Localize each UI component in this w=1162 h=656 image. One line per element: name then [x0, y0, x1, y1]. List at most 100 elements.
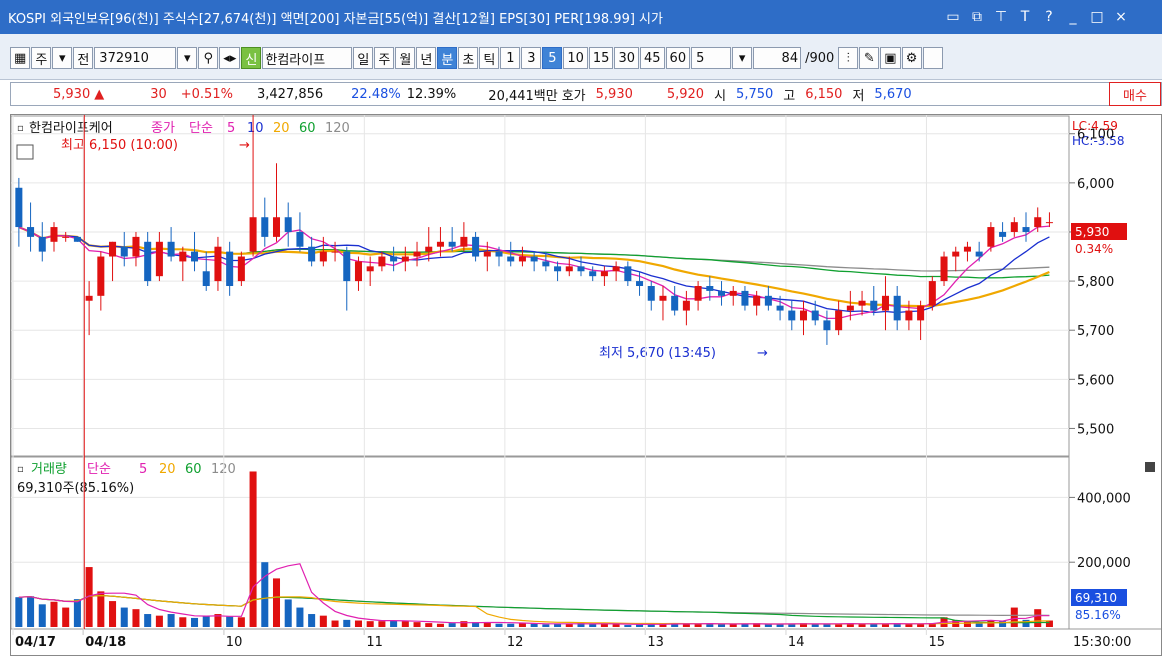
volume-bar [999, 621, 1007, 627]
candle-body [589, 271, 597, 277]
interval-dropdown-icon[interactable]: ▾ [732, 47, 753, 69]
chart-area[interactable]: ▫ 한컴라이프케어 종가 단순 5 10 20 60 120 최고 6,150 … [10, 109, 1162, 656]
help-icon[interactable]: ? [1045, 9, 1053, 25]
volume-bar [917, 623, 925, 627]
candle-body [694, 286, 702, 301]
market-select[interactable]: 주 [31, 47, 52, 69]
period-day[interactable]: 일 [353, 47, 374, 69]
lc-label: LC:4.59 [1072, 119, 1118, 133]
candle-body [436, 241, 444, 247]
legend-ma10: 10 [247, 121, 264, 136]
volume-bar [612, 624, 620, 627]
interval-10[interactable]: 10 [563, 47, 588, 69]
interval-5[interactable]: 5 [542, 47, 563, 69]
candle-body [296, 231, 304, 247]
table-icon[interactable] [16, 144, 34, 160]
volume-bar [226, 616, 234, 627]
candle-body [1034, 217, 1042, 228]
restore-icon[interactable]: ▭ [946, 9, 960, 25]
settings-icon[interactable]: ⚙ [901, 47, 922, 69]
volume-ratio: 22.48% [351, 86, 401, 102]
volume-bar [38, 604, 46, 627]
volume-bar [764, 624, 772, 627]
period-month[interactable]: 월 [395, 47, 416, 69]
candle-body [577, 266, 585, 272]
popout-icon[interactable]: ⧉ [972, 9, 982, 25]
candle-body [682, 300, 690, 311]
search-icon[interactable]: ⚲ [198, 47, 219, 69]
candle-body [50, 227, 58, 242]
period-year[interactable]: 년 [416, 47, 437, 69]
candle-body [237, 256, 245, 282]
candle-body [62, 236, 70, 238]
volume-bar [1010, 607, 1018, 627]
interval-15[interactable]: 15 [588, 47, 614, 69]
stock-name: 한컴라이프 [262, 47, 353, 69]
legend-ma60: 60 [299, 121, 316, 136]
window-title: KOSPI 외국인보유[96(천)] 주식수[27,674(천)] 액면[200… [8, 11, 663, 27]
drawing-icon[interactable]: ✎ [859, 47, 880, 69]
volume-panel-close-icon[interactable] [1145, 462, 1155, 472]
price-change-pct: +0.51% [180, 86, 233, 102]
vol-legend-ma20: 20 [159, 462, 176, 477]
x-axis-end-time: 15:30:00 [1073, 635, 1131, 650]
interval-45[interactable]: 45 [640, 47, 665, 69]
low-label: 저 [852, 88, 865, 104]
candle-body [764, 295, 772, 306]
interval-60[interactable]: 60 [665, 47, 691, 69]
price-tick-label: 5,600 [1077, 373, 1114, 388]
checkbox-icon[interactable] [922, 47, 943, 69]
interval-30[interactable]: 30 [614, 47, 639, 69]
panel-collapse-icon[interactable]: ▫ [17, 123, 24, 134]
maximize-icon[interactable]: □ [1090, 9, 1104, 25]
interval-1[interactable]: 1 [500, 47, 521, 69]
save-icon[interactable]: ▣ [880, 47, 901, 69]
volume-bar [905, 623, 913, 627]
volume-bar [811, 623, 819, 627]
high-label: 고 [783, 88, 796, 104]
period-second[interactable]: 초 [458, 47, 479, 69]
candle-body [249, 217, 257, 252]
candle-body [917, 305, 925, 321]
volume-bar [261, 562, 269, 627]
current-price-pct: 0.34% [1075, 242, 1113, 256]
pin-icon[interactable]: ⊤ [994, 9, 1008, 25]
volume-bar [870, 623, 878, 627]
window-title-bar: KOSPI 외국인보유[96(천)] 주식수[27,674(천)] 액면[200… [0, 0, 1162, 34]
candle-body [343, 251, 351, 282]
volume-bar [97, 591, 105, 627]
buy-button[interactable]: 매수 [1109, 82, 1161, 106]
candle-body [202, 271, 210, 286]
volume-bar [1034, 609, 1042, 627]
volume-collapse-icon[interactable]: ▫ [17, 464, 24, 475]
candle-body [858, 300, 866, 306]
period-minute[interactable]: 분 [437, 47, 458, 69]
low-note: 최저 5,670 (13:45) [599, 346, 716, 361]
volume-bar [120, 607, 128, 627]
minimize-icon[interactable]: _ [1069, 9, 1077, 25]
volume-y-axis: 400,000 200,000 [1069, 491, 1131, 571]
close-icon[interactable]: × [1115, 9, 1127, 25]
volume-bar [554, 623, 562, 627]
legend-ma20: 20 [273, 121, 290, 136]
indicator-icon[interactable]: ⫶ [838, 47, 859, 69]
prev-next-icon[interactable]: ◂▸ [219, 47, 241, 69]
candle-body [413, 251, 421, 257]
stock-code-input[interactable]: 372910 [94, 47, 177, 69]
period-tick[interactable]: 틱 [479, 47, 500, 69]
volume-ma-line-5 [18, 563, 1050, 626]
chart-svg[interactable]: ▫ 한컴라이프케어 종가 단순 5 10 20 60 120 최고 6,150 … [10, 109, 1161, 655]
scope-button[interactable]: 전 [73, 47, 94, 69]
market-dropdown-icon[interactable]: ▾ [52, 47, 73, 69]
interval-3[interactable]: 3 [521, 47, 542, 69]
interval-input[interactable]: 5 [691, 47, 732, 69]
candle-body [823, 320, 831, 331]
volume-bar [308, 614, 316, 627]
candle-body [378, 256, 386, 267]
bar-count-input[interactable]: 84 [753, 47, 802, 69]
price-panel [10, 115, 1070, 457]
layout-icon[interactable]: ▦ [10, 47, 31, 69]
font-icon[interactable]: T [1020, 9, 1030, 25]
period-week[interactable]: 주 [374, 47, 395, 69]
code-dropdown-icon[interactable]: ▾ [177, 47, 198, 69]
